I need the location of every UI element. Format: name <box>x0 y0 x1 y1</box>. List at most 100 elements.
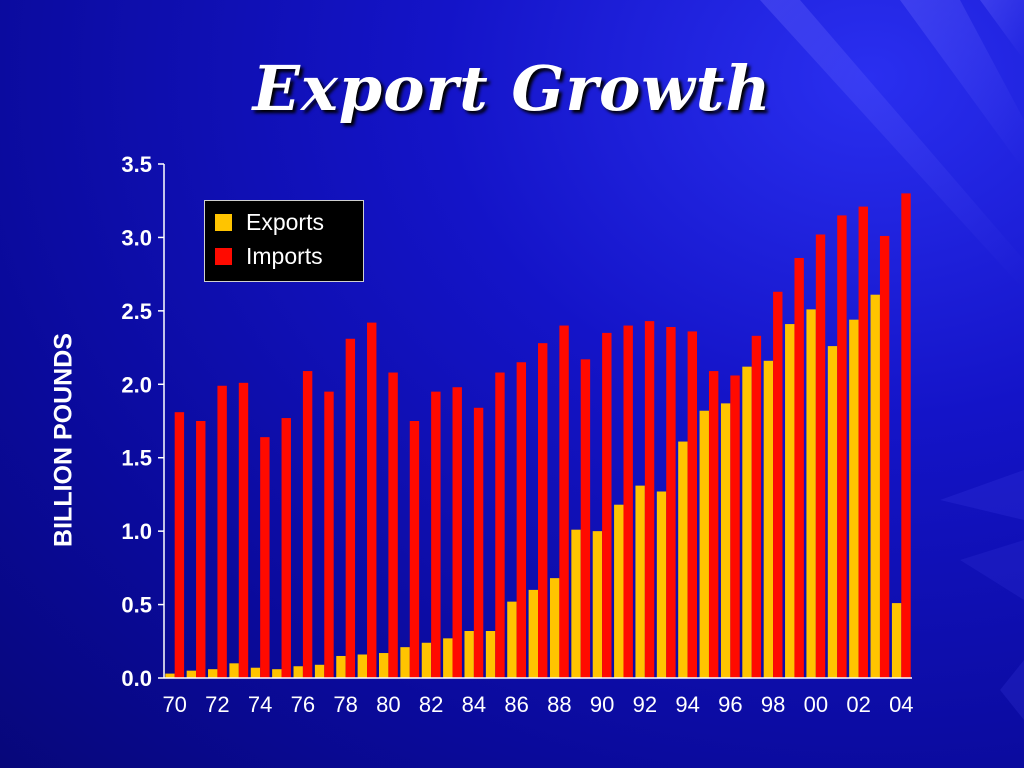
bar-exports-70 <box>165 673 175 678</box>
bar-exports-79 <box>357 654 368 678</box>
legend-item-exports: Exports <box>215 207 324 237</box>
bar-exports-04 <box>891 603 902 678</box>
bar-imports-81 <box>409 421 420 678</box>
bar-exports-71 <box>186 670 197 678</box>
bar-exports-87 <box>528 589 538 678</box>
bar-imports-72 <box>217 385 227 678</box>
x-tick-label: 74 <box>248 692 272 717</box>
x-tick-label: 96 <box>718 692 742 717</box>
x-tick-label: 76 <box>291 692 315 717</box>
bar-imports-84 <box>473 407 484 678</box>
y-tick-label: 0.0 <box>121 666 152 691</box>
x-tick-label: 90 <box>590 692 614 717</box>
bar-exports-01 <box>827 346 838 678</box>
y-tick-label: 0.5 <box>121 593 152 618</box>
x-tick-label: 86 <box>504 692 528 717</box>
bar-exports-99 <box>785 324 795 678</box>
bar-imports-79 <box>367 322 377 678</box>
chart-title: Export Growth <box>252 52 772 125</box>
y-tick-label: 1.0 <box>121 519 152 544</box>
y-tick-label: 2.5 <box>121 299 152 324</box>
bar-exports-83 <box>443 638 453 678</box>
bar-exports-76 <box>293 666 303 678</box>
bar-exports-93 <box>656 491 667 678</box>
bar-exports-96 <box>720 403 731 678</box>
bar-imports-74 <box>260 437 270 678</box>
bar-imports-80 <box>388 372 398 678</box>
bar-imports-85 <box>495 372 505 678</box>
x-tick-label: 88 <box>547 692 571 717</box>
legend-swatch-imports <box>215 247 232 265</box>
y-axis-label: BILLION POUNDS <box>49 333 78 547</box>
bar-exports-90 <box>592 531 603 678</box>
legend-label-exports: Exports <box>246 208 324 235</box>
bar-exports-92 <box>635 485 645 678</box>
bar-imports-73 <box>238 382 249 678</box>
bar-imports-89 <box>580 359 591 678</box>
bar-imports-77 <box>324 391 334 678</box>
bar-exports-74 <box>250 667 261 678</box>
bar-exports-78 <box>336 655 346 678</box>
bar-imports-00 <box>815 234 826 678</box>
bar-exports-84 <box>464 631 474 678</box>
bar-imports-95 <box>708 371 719 678</box>
bar-exports-94 <box>678 441 688 678</box>
bar-imports-03 <box>879 235 890 678</box>
bar-imports-98 <box>773 291 783 678</box>
bar-exports-97 <box>742 366 752 678</box>
bar-exports-82 <box>421 642 432 678</box>
bar-imports-94 <box>687 331 698 678</box>
bar-exports-00 <box>806 309 816 678</box>
bar-imports-02 <box>858 206 868 679</box>
x-tick-label: 98 <box>761 692 785 717</box>
bar-imports-96 <box>730 375 740 678</box>
bar-exports-98 <box>763 360 774 678</box>
x-tick-label: 78 <box>333 692 357 717</box>
bar-imports-83 <box>452 387 462 678</box>
bar-imports-92 <box>644 321 655 678</box>
bar-imports-82 <box>431 391 441 678</box>
bar-exports-77 <box>314 664 325 678</box>
bar-imports-91 <box>623 325 633 678</box>
bar-exports-72 <box>208 669 218 678</box>
x-tick-label: 80 <box>376 692 400 717</box>
bar-imports-78 <box>345 338 356 678</box>
bar-exports-89 <box>571 529 581 678</box>
legend-item-imports: Imports <box>215 241 323 271</box>
bar-exports-88 <box>549 578 560 678</box>
bar-imports-99 <box>794 257 804 678</box>
bar-exports-02 <box>849 319 859 678</box>
y-tick-label: 3.5 <box>121 152 152 177</box>
bar-exports-91 <box>614 504 624 678</box>
bar-exports-81 <box>400 647 410 678</box>
x-tick-label: 82 <box>419 692 443 717</box>
legend: Exports Imports <box>204 200 364 282</box>
legend-swatch-exports <box>215 213 232 231</box>
x-tick-label: 92 <box>633 692 657 717</box>
bar-exports-95 <box>699 410 709 678</box>
bar-imports-88 <box>559 325 569 678</box>
x-tick-label: 04 <box>889 692 913 717</box>
x-tick-label: 00 <box>804 692 828 717</box>
bar-exports-03 <box>870 294 880 678</box>
bar-exports-85 <box>485 631 496 678</box>
bar-imports-70 <box>174 412 185 678</box>
bar-imports-01 <box>837 215 847 678</box>
bar-imports-93 <box>666 327 676 678</box>
y-tick-label: 1.5 <box>121 446 152 471</box>
bar-imports-87 <box>538 343 548 678</box>
bar-imports-90 <box>602 332 612 678</box>
x-tick-label: 70 <box>162 692 186 717</box>
x-tick-label: 02 <box>846 692 870 717</box>
y-tick-label: 3.0 <box>121 225 152 250</box>
x-tick-label: 94 <box>675 692 699 717</box>
bar-exports-73 <box>229 663 239 678</box>
bar-imports-76 <box>302 371 313 678</box>
bar-imports-71 <box>196 421 206 678</box>
bar-exports-80 <box>378 653 389 678</box>
bar-exports-75 <box>272 669 282 678</box>
bar-imports-04 <box>901 193 911 678</box>
y-tick-label: 2.0 <box>121 372 152 397</box>
